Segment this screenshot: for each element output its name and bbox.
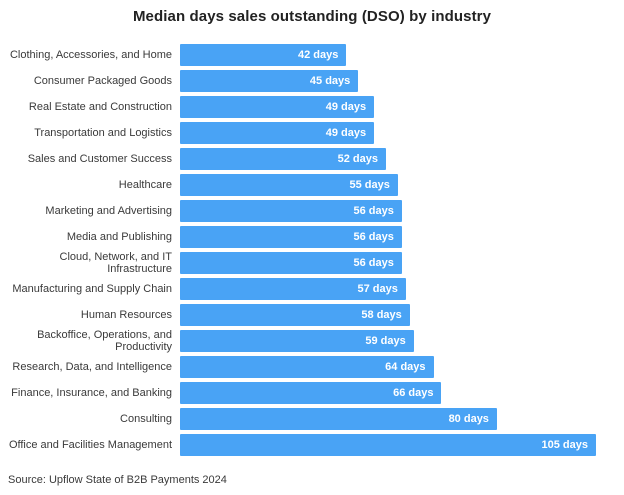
bar-value-label: 49 days <box>325 101 367 113</box>
chart-title: Median days sales outstanding (DSO) by i… <box>132 8 492 25</box>
bar-row: Healthcare 55 days <box>8 174 596 196</box>
bar-value-label: 58 days <box>361 309 402 321</box>
bar: 64 days <box>180 356 434 378</box>
bar-row: Real Estate and Construction 49 days <box>8 96 596 118</box>
bar-track: 80 days <box>180 408 596 430</box>
category-label: Clothing, Accessories, and Home <box>9 48 172 61</box>
bar-row: Transportation and Logistics 49 days <box>8 122 596 144</box>
category-label: Office and Facilities Management <box>8 438 172 451</box>
bar-value-label: 64 days <box>385 361 426 373</box>
bar-value-label: 55 days <box>349 179 390 191</box>
bar-track: 56 days <box>180 200 596 222</box>
bar-value-label: 49 days <box>325 127 367 139</box>
category-label: Real Estate and Construction <box>28 100 172 113</box>
bar: 56 days <box>180 200 402 222</box>
bar-value-label: 56 days <box>353 257 394 269</box>
bar-value-label: 52 days <box>337 153 379 165</box>
bar-track: 66 days <box>180 382 596 404</box>
bar-value-label: 56 days <box>353 205 394 217</box>
bar-row: Manufacturing and Supply Chain 57 days <box>8 278 596 300</box>
bar-track: 42 days <box>180 44 596 66</box>
category-label: Finance, Insurance, and Banking <box>11 386 172 399</box>
source-note: Source: Upflow State of B2B Payments 202… <box>8 474 227 486</box>
bar-track: 49 days <box>180 96 596 118</box>
bar-row: Sales and Customer Success 52 days <box>8 148 596 170</box>
bar: 55 days <box>180 174 398 196</box>
bar-value-label: 59 days <box>365 335 406 347</box>
bar-value-label: 105 days <box>541 439 588 451</box>
category-label: Sales and Customer Success <box>27 152 172 165</box>
category-label: Consumer Packaged Goods <box>33 74 172 87</box>
category-label: Media and Publishing <box>66 230 172 243</box>
bar-track: 57 days <box>180 278 596 300</box>
bar-row: Human Resources 58 days <box>8 304 596 326</box>
bar: 52 days <box>180 148 387 170</box>
bar: 56 days <box>180 226 402 248</box>
bar-row: Research, Data, and Intelligence 64 days <box>8 356 596 378</box>
bar-row: Cloud, Network, and IT Infrastructure 56 … <box>8 250 596 276</box>
bar-row: Clothing, Accessories, and Home 42 days <box>8 44 596 66</box>
category-label: Backoffice, Operations, and Productivity <box>37 328 172 354</box>
bar-row: Media and Publishing 56 days <box>8 226 596 248</box>
bar-rows: Clothing, Accessories, and Home 42 days Co… <box>8 44 596 456</box>
bar-row: Marketing and Advertising 56 days <box>8 200 596 222</box>
bar: 80 days <box>180 408 497 430</box>
category-label: Human Resources <box>80 308 172 321</box>
bar: 58 days <box>180 304 410 326</box>
bar: 49 days <box>180 122 375 144</box>
bar-value-label: 66 days <box>393 387 434 399</box>
bar: 56 days <box>180 252 402 274</box>
bar-track: 59 days <box>180 330 596 352</box>
bar-value-label: 56 days <box>353 231 394 243</box>
category-label: Manufacturing and Supply Chain <box>12 282 172 295</box>
category-label: Research, Data, and Intelligence <box>12 360 172 373</box>
bar-track: 58 days <box>180 304 596 326</box>
category-label: Consulting <box>120 412 172 425</box>
bar: 49 days <box>180 96 375 118</box>
bar-row: Consumer Packaged Goods 45 days <box>8 70 596 92</box>
category-label: Transportation and Logistics <box>34 126 172 139</box>
bar: 45 days <box>180 70 359 92</box>
bar: 42 days <box>180 44 347 66</box>
bar-track: 105 days <box>180 434 596 456</box>
bar-value-label: 45 days <box>309 75 351 87</box>
bar-track: 55 days <box>180 174 596 196</box>
bar-row: Backoffice, Operations, and Productivity… <box>8 328 596 354</box>
bar-track: 49 days <box>180 122 596 144</box>
bar-value-label: 80 days <box>448 413 489 425</box>
category-label: Cloud, Network, and IT Infrastructure <box>59 250 173 276</box>
bar-value-label: 42 days <box>298 49 339 61</box>
bar: 66 days <box>180 382 442 404</box>
bar-value-label: 57 days <box>357 283 398 295</box>
bar-row: Finance, Insurance, and Banking 66 days <box>8 382 596 404</box>
bar-track: 45 days <box>180 70 596 92</box>
bar: 105 days <box>180 434 596 456</box>
bar-track: 56 days <box>180 226 596 248</box>
category-label: Marketing and Advertising <box>45 204 172 217</box>
bar-track: 52 days <box>180 148 596 170</box>
bar-track: 56 days <box>180 252 596 274</box>
bar-track: 64 days <box>180 356 596 378</box>
bar: 59 days <box>180 330 414 352</box>
bar-row: Office and Facilities Management 105 days <box>8 434 596 456</box>
bar-row: Consulting 80 days <box>8 408 596 430</box>
category-label: Healthcare <box>118 178 172 191</box>
bar: 57 days <box>180 278 406 300</box>
